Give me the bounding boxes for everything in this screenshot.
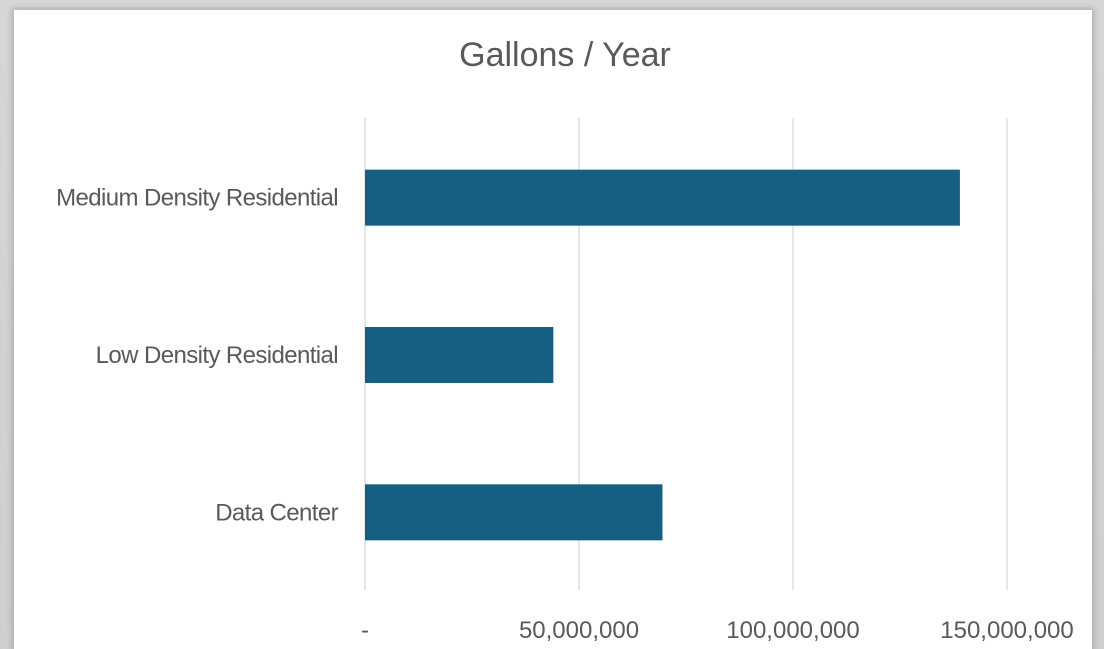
x-tick-label: - xyxy=(361,617,369,644)
bars xyxy=(365,169,960,541)
chart-title: Gallons / Year xyxy=(459,36,671,74)
category-labels: Medium Density Residential Low Density Re… xyxy=(56,185,339,527)
bar xyxy=(365,327,554,383)
bar xyxy=(365,484,663,541)
bar xyxy=(365,169,960,226)
x-tick-label: 50,000,000 xyxy=(519,617,639,644)
tick-labels: - 50,000,000 100,000,000 150,000,000 xyxy=(361,617,1074,644)
x-tick-label: 100,000,000 xyxy=(726,617,859,644)
category-label: Low Density Residential xyxy=(96,342,338,369)
category-label: Data Center xyxy=(215,499,338,526)
category-label: Medium Density Residential xyxy=(56,185,338,212)
x-tick-label: 150,000,000 xyxy=(940,617,1073,644)
